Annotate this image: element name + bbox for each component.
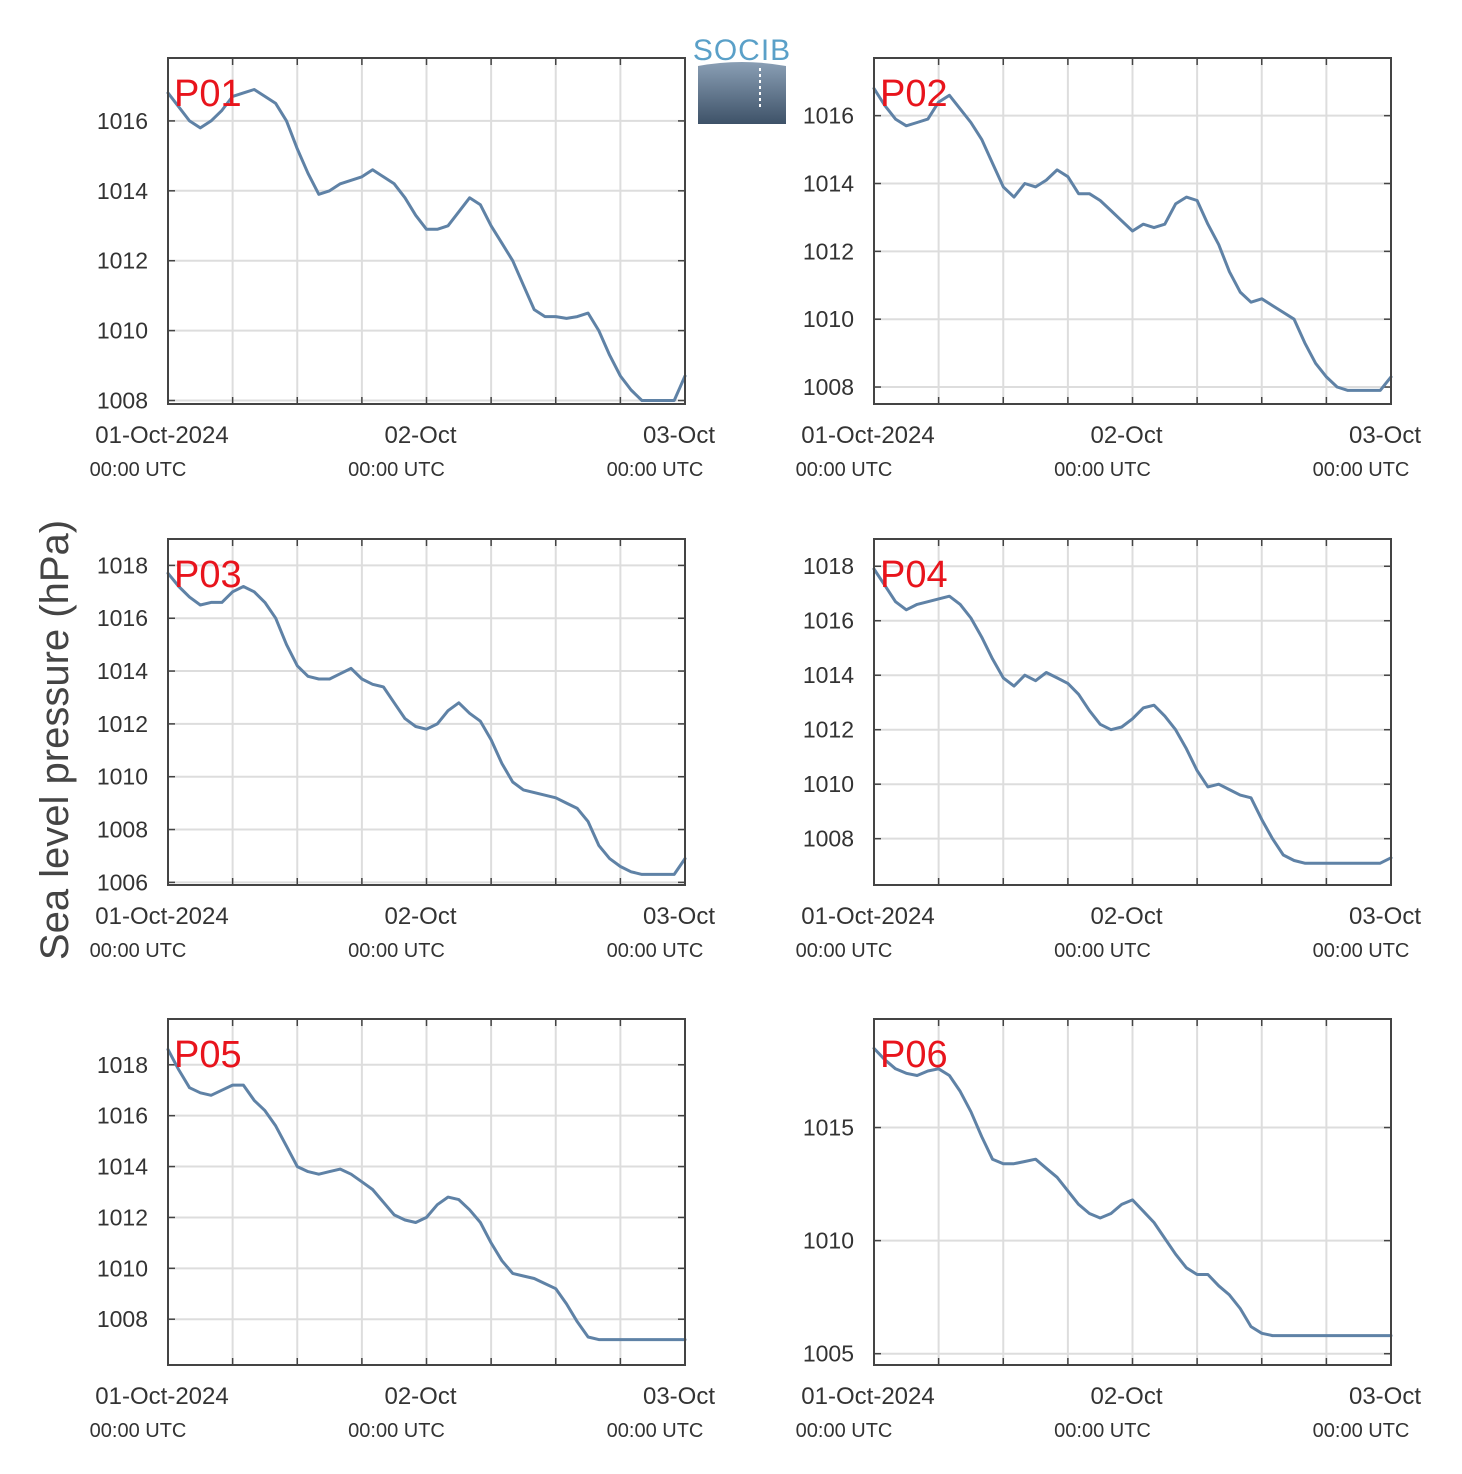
y-tick-label: 1014 [97,658,148,684]
panel-5: 1008 1010 1012 1014 1016 1018 01-Oct-2024 00:00… [90,1018,715,1442]
series-line [166,1048,687,1342]
x-tick-label-date: 02-Oct [1090,903,1162,930]
x-tick-label-time: 00:00 UTC [1054,940,1151,962]
x-tick-label-time: 00:00 UTC [90,459,187,481]
y-tick-label: 1012 [803,717,854,743]
y-tick-label: 1016 [803,608,854,634]
x-tick-label-date: 02-Oct [384,422,456,449]
panel-6: 1005 1010 1015 01-Oct-2024 00:00 UTC 02-Oct 00… [796,1018,1421,1442]
x-tick-label-time: 00:00 UTC [1054,1420,1151,1442]
y-tick-label: 1008 [803,826,854,852]
y-tick-label: 1010 [803,306,854,332]
plot-frame [167,538,686,886]
plot-frame [873,1018,1392,1366]
x-tick-label-time: 00:00 UTC [1054,459,1151,481]
logo-text: SOCIB [693,34,791,67]
x-tick-label-time: 00:00 UTC [796,459,893,481]
y-tick-label: 1012 [97,248,148,274]
x-tick-label-date: 03-Oct [643,903,715,930]
x-tick-label-date: 02-Oct [1090,422,1162,449]
panel-label-p06: P06 [880,1034,948,1076]
plot-frame [167,57,686,405]
y-tick-label: 1008 [803,374,854,400]
panel-label-p04: P04 [880,554,948,596]
y-tick-label: 1014 [803,662,854,688]
series-line [872,87,1393,392]
x-tick-label-date: 01-Oct-2024 [95,1383,228,1410]
panel-1: 1008 1010 1012 1014 1016 01-Oct-2024 00:00 UTC… [90,57,715,481]
plot-frame [167,1018,686,1366]
x-tick-label-date: 02-Oct [384,1383,456,1410]
y-tick-label: 1010 [97,764,148,790]
y-tick-label: 1010 [97,318,148,344]
x-tick-label-date: 03-Oct [1349,903,1421,930]
x-tick-label-time: 00:00 UTC [348,1420,445,1442]
x-tick-label-date: 02-Oct [1090,1383,1162,1410]
x-tick-label-date: 01-Oct-2024 [801,422,934,449]
y-tick-label: 1008 [97,1306,148,1332]
y-tick-label: 1014 [97,1154,148,1180]
y-tick-label: 1018 [97,1052,148,1078]
x-tick-label-date: 01-Oct-2024 [801,1383,934,1410]
y-tick-label: 1008 [97,388,148,414]
y-tick-label: 1012 [97,1204,148,1230]
y-tick-label: 1010 [803,1228,854,1254]
x-tick-label-time: 00:00 UTC [90,1420,187,1442]
y-tick-label: 1016 [97,108,148,134]
y-tick-label: 1016 [803,103,854,129]
series-line [872,1046,1393,1338]
x-tick-label-time: 00:00 UTC [348,459,445,481]
y-tick-label: 1012 [97,711,148,737]
y-tick-label: 1018 [97,552,148,578]
panel-label-p01: P01 [174,73,242,115]
x-tick-label-time: 00:00 UTC [607,1420,704,1442]
x-tick-label-date: 01-Oct-2024 [95,903,228,930]
y-tick-label: 1014 [803,171,854,197]
y-tick-label: 1005 [803,1341,854,1367]
x-tick-label-time: 00:00 UTC [796,1420,893,1442]
x-tick-label-time: 00:00 UTC [348,940,445,962]
plot-frame [873,57,1392,405]
x-tick-label-date: 03-Oct [643,422,715,449]
plot-frame [873,538,1392,886]
x-tick-label-date: 01-Oct-2024 [95,422,228,449]
x-tick-label-date: 01-Oct-2024 [801,903,934,930]
series-line [166,88,687,402]
x-tick-label-time: 00:00 UTC [1313,1420,1410,1442]
series-line [872,567,1393,865]
y-tick-label: 1010 [803,771,854,797]
series-line [166,571,687,876]
x-tick-label-time: 00:00 UTC [90,940,187,962]
logo-wave-icon [698,62,786,124]
panel-4: 1008 1010 1012 1014 1016 1018 01-Oct-2024 00:00… [796,538,1421,962]
x-tick-label-date: 03-Oct [1349,422,1421,449]
panel-label-p02: P02 [880,73,948,115]
x-tick-label-time: 00:00 UTC [1313,940,1410,962]
y-tick-label: 1006 [97,869,148,895]
y-tick-label: 1015 [803,1115,854,1141]
y-axis-label: Sea level pressure (hPa) [33,520,77,960]
y-tick-label: 1008 [97,817,148,843]
y-tick-label: 1012 [803,238,854,264]
panel-label-p05: P05 [174,1034,242,1076]
x-tick-label-date: 02-Oct [384,903,456,930]
y-tick-label: 1016 [97,1103,148,1129]
x-tick-label-time: 00:00 UTC [607,940,704,962]
y-tick-label: 1014 [97,178,148,204]
x-tick-label-date: 03-Oct [643,1383,715,1410]
socib-logo: SOCIB [693,34,791,124]
panel-3: 1006 1008 1010 1012 1014 1016 1018 01-Oct-2024 0… [90,538,715,962]
x-tick-label-time: 00:00 UTC [1313,459,1410,481]
y-tick-label: 1010 [97,1255,148,1281]
x-tick-label-date: 03-Oct [1349,1383,1421,1410]
panels-group: 1008 1010 1012 1014 1016 01-Oct-2024 00:00 UTC… [90,57,1421,1442]
x-tick-label-time: 00:00 UTC [607,459,704,481]
panel-2: 1008 1010 1012 1014 1016 01-Oct-2024 00:00 UTC… [796,57,1421,481]
y-tick-label: 1018 [803,553,854,579]
panel-label-p03: P03 [174,554,242,596]
y-tick-label: 1016 [97,605,148,631]
x-tick-label-time: 00:00 UTC [796,940,893,962]
